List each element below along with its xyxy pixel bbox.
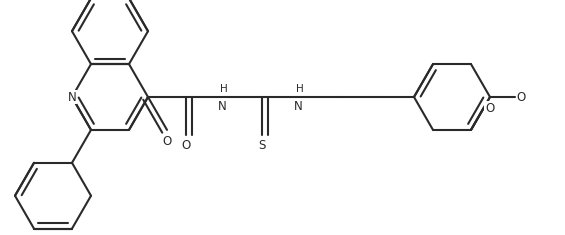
Text: S: S: [258, 139, 266, 152]
Text: N: N: [218, 100, 227, 113]
Text: N: N: [68, 90, 76, 103]
Text: O: O: [181, 139, 190, 152]
Text: N: N: [294, 100, 302, 113]
Text: H: H: [220, 84, 228, 94]
Text: O: O: [162, 135, 172, 148]
Text: O: O: [517, 90, 526, 103]
Text: H: H: [296, 84, 304, 94]
Text: O: O: [485, 102, 494, 115]
